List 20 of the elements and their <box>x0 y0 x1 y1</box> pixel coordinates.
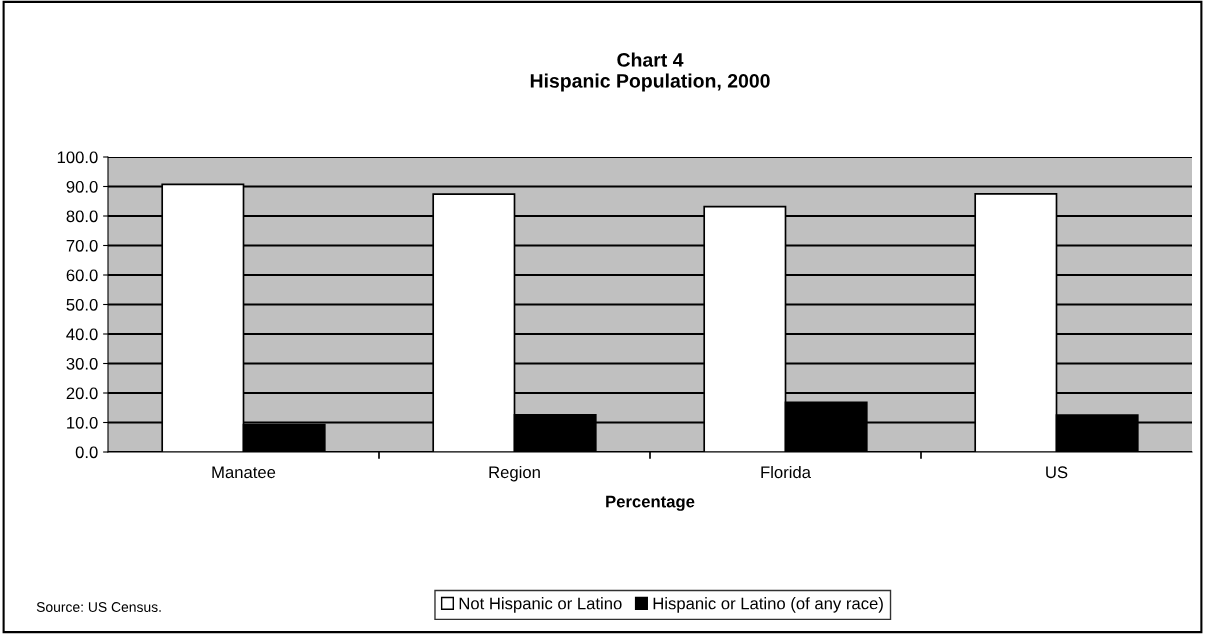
y-tick-label: 90.0 <box>66 180 98 193</box>
y-tick-label: 60.0 <box>66 269 98 282</box>
x-tick-label: US <box>1046 466 1068 479</box>
y-tick-label: 30.0 <box>66 357 98 370</box>
source-note: Source: US Census. <box>36 602 161 612</box>
x-axis-title: Percentage <box>606 495 695 511</box>
x-tick-label: Manatee <box>212 466 276 479</box>
y-tick-label: 40.0 <box>66 328 98 341</box>
x-tick-label: Florida <box>761 465 811 479</box>
y-tick-label: 20.0 <box>66 387 98 400</box>
x-tick-label: Region <box>489 465 540 482</box>
y-tick-label: 10.0 <box>67 416 98 429</box>
y-tick-label: 100.0 <box>57 151 98 164</box>
legend-label: Hispanic or Latino (of any race) <box>653 597 883 613</box>
y-tick-label: 50.0 <box>66 298 98 311</box>
legend-label: Not Hispanic or Latino <box>459 597 622 613</box>
chart-title: Chart 4 Hispanic Population, 2000 <box>530 52 770 92</box>
y-tick-label: 80.0 <box>66 210 98 223</box>
y-tick-label: 70.0 <box>66 239 98 252</box>
y-tick-label: 0.0 <box>75 446 98 459</box>
